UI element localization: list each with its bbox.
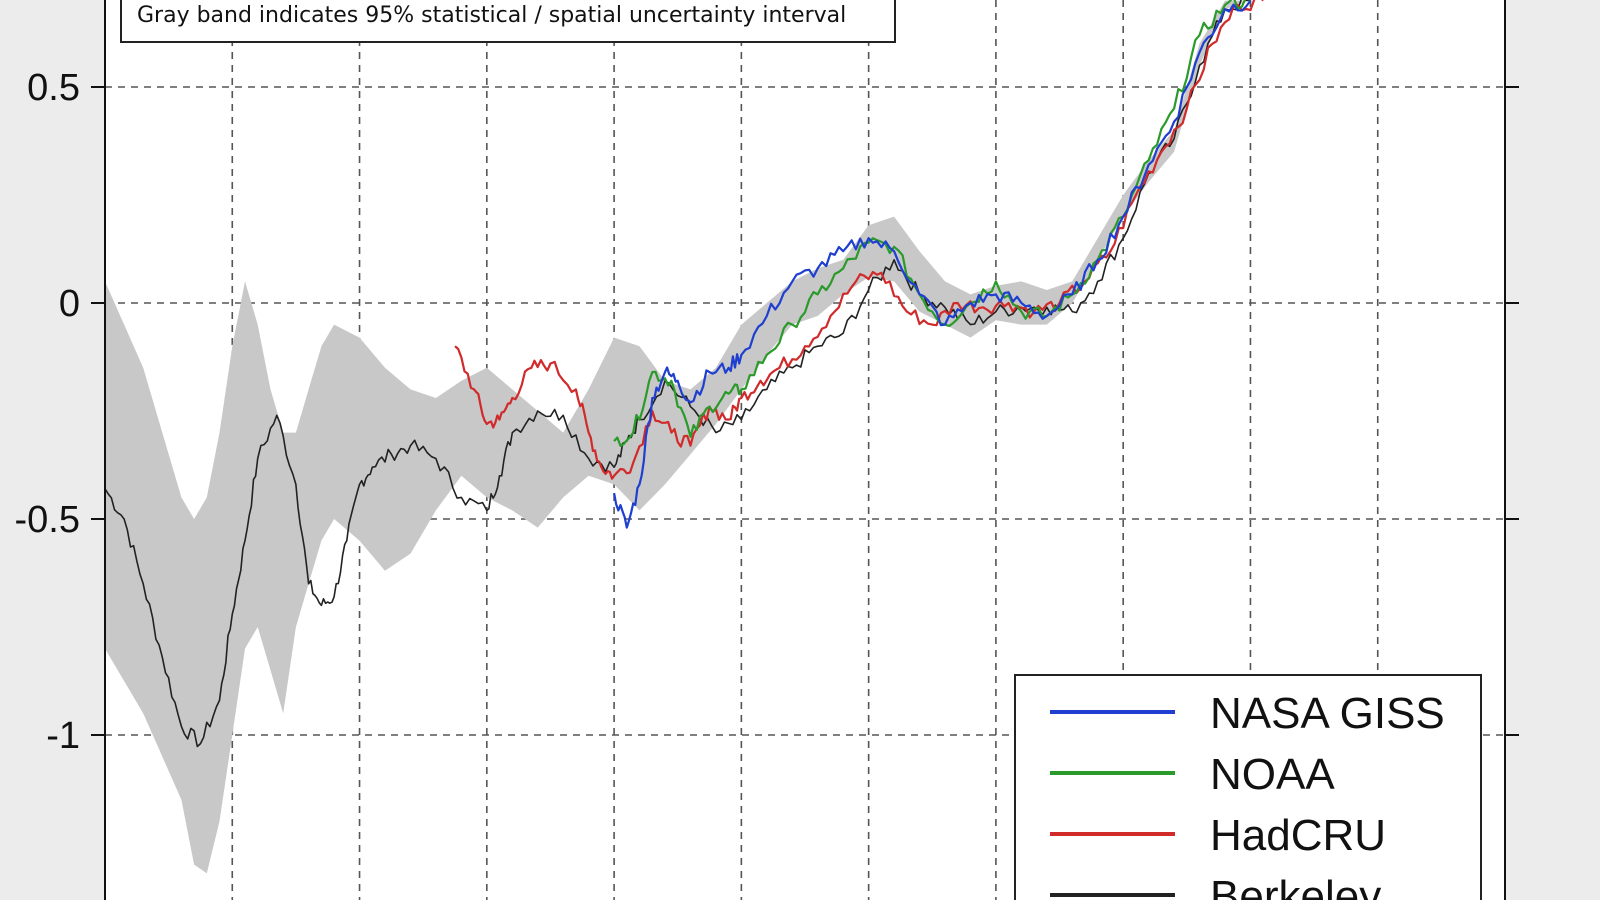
y-tick-label-2: -0.5 — [15, 499, 80, 541]
axis-layer — [104, 0, 1506, 900]
y-tick-label-1: 0 — [59, 283, 80, 325]
legend-label-berkeley: Berkeley — [1210, 872, 1381, 900]
grid-layer — [105, 0, 1505, 900]
annotation-frame — [120, 0, 896, 43]
y-tick-layer: 0.5 0 -0.5 -1 — [15, 67, 1519, 757]
y-tick-label-0: 0.5 — [27, 67, 80, 109]
legend: NASA GISS NOAA HadCRU Berkeley — [1014, 674, 1482, 900]
legend-label-hadcru: HadCRU — [1210, 811, 1386, 860]
legend-label-nasa-giss: NASA GISS — [1210, 689, 1445, 738]
legend-label-noaa: NOAA — [1210, 750, 1335, 799]
uncertainty-band-layer — [105, 0, 1429, 874]
y-tick-label-3: -1 — [46, 715, 80, 757]
series-line-nasa-giss — [613, 0, 1252, 529]
uncertainty-band — [105, 0, 1429, 874]
annotation-text: Gray band indicates 95% statistical / sp… — [137, 3, 846, 28]
annotation-box: Gray band indicates 95% statistical / sp… — [120, 0, 896, 43]
series-layer — [104, 0, 1264, 748]
series-line-hadcru — [454, 0, 1264, 480]
